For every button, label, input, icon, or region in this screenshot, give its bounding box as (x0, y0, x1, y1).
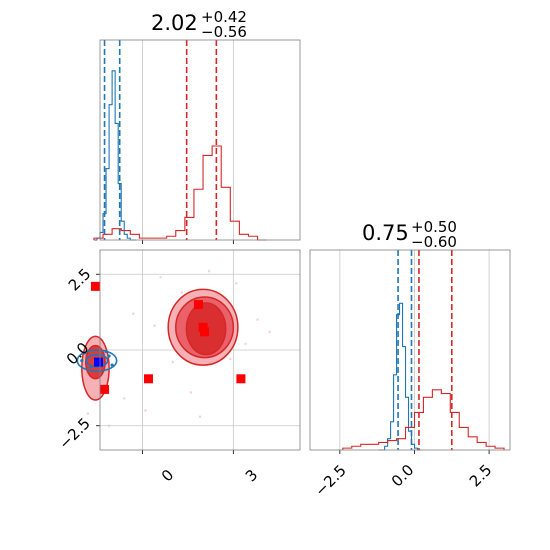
title-diag-1-main: 2.02 (151, 11, 198, 35)
joint-sample-point (207, 270, 211, 273)
joint-sample-point (229, 357, 232, 361)
panel-joint (76, 249, 301, 454)
joint-blue-sample-point (89, 365, 93, 369)
x-tick-label: 0.0 (388, 461, 418, 491)
joint-blue-sample-point (80, 359, 84, 363)
panel-diag-2-histograms (342, 250, 505, 451)
diag-2-histogram-series-1 (378, 302, 421, 451)
joint-sample-point (107, 424, 111, 427)
panel-diag-1-histograms (93, 40, 267, 241)
diag-2-histogram-series-2 (342, 389, 505, 450)
diag-1-histogram-series-2 (93, 145, 267, 241)
y-tick-label: −2.5 (55, 414, 93, 452)
panel-joint-contours (76, 270, 271, 427)
title-diag-1: 2.02 +0.42 −0.56 (151, 8, 247, 41)
title-diag-2-main: 0.75 (362, 221, 409, 245)
joint-red-marker (236, 374, 246, 384)
panel-joint-frame (99, 249, 301, 451)
panel-diag-1 (93, 39, 301, 244)
x-tick-label: 0 (158, 466, 177, 485)
joint-sample-point (159, 276, 162, 279)
joint-blue-sample-point (104, 349, 108, 354)
joint-blue-marker (93, 357, 103, 367)
title-diag-2-sup: +0.50 (411, 218, 457, 236)
joint-red-marker (193, 300, 203, 310)
y-tick-label: 2.5 (65, 265, 95, 295)
panel-diag-2-frame (309, 249, 511, 451)
joint-sample-point (180, 291, 184, 294)
joint-sample-point (132, 312, 135, 315)
title-diag-2: 0.75 +0.50 −0.60 (362, 218, 457, 251)
joint-x-tick-labels: 0 3 (158, 466, 261, 485)
diag-2-x-tick-labels: −2.5 0.0 2.5 (311, 461, 495, 500)
panel-diag-1-frame (99, 39, 301, 241)
joint-sample-point (256, 318, 259, 321)
joint-sample-point (86, 412, 90, 415)
joint-red-marker (100, 384, 110, 394)
panel-diag-1-grid (142, 40, 234, 244)
joint-sample-point (198, 415, 202, 418)
joint-red-marker (200, 327, 210, 337)
joint-red-marker (143, 374, 153, 384)
x-tick-label: 3 (242, 466, 261, 485)
diag-1-histogram-series-1 (93, 70, 137, 241)
joint-sample-point (153, 324, 156, 327)
title-diag-2-sub: −0.60 (411, 233, 457, 251)
joint-blue-sample-point (107, 354, 111, 358)
x-tick-label: −2.5 (311, 461, 349, 499)
joint-blue-contour (85, 353, 109, 368)
x-tick-label: 2.5 (466, 461, 496, 491)
panel-diag-2 (309, 249, 511, 454)
title-diag-1-sup: +0.42 (201, 8, 247, 26)
joint-sample-point (235, 282, 238, 285)
title-diag-1-sub: −0.56 (201, 23, 247, 41)
joint-sample-point (123, 397, 126, 400)
joint-red-marker (90, 281, 100, 291)
joint-blue-contour (76, 349, 118, 373)
joint-sample-point (171, 360, 174, 364)
joint-sample-point (244, 342, 247, 346)
joint-sample-point (268, 330, 271, 334)
joint-blue-sample-point (83, 351, 87, 355)
joint-sample-point (144, 409, 147, 412)
joint-red-marker (198, 322, 208, 332)
joint-blue-sample-point (110, 363, 114, 367)
panel-joint-grid (96, 250, 300, 454)
joint-sample-point (189, 391, 193, 394)
